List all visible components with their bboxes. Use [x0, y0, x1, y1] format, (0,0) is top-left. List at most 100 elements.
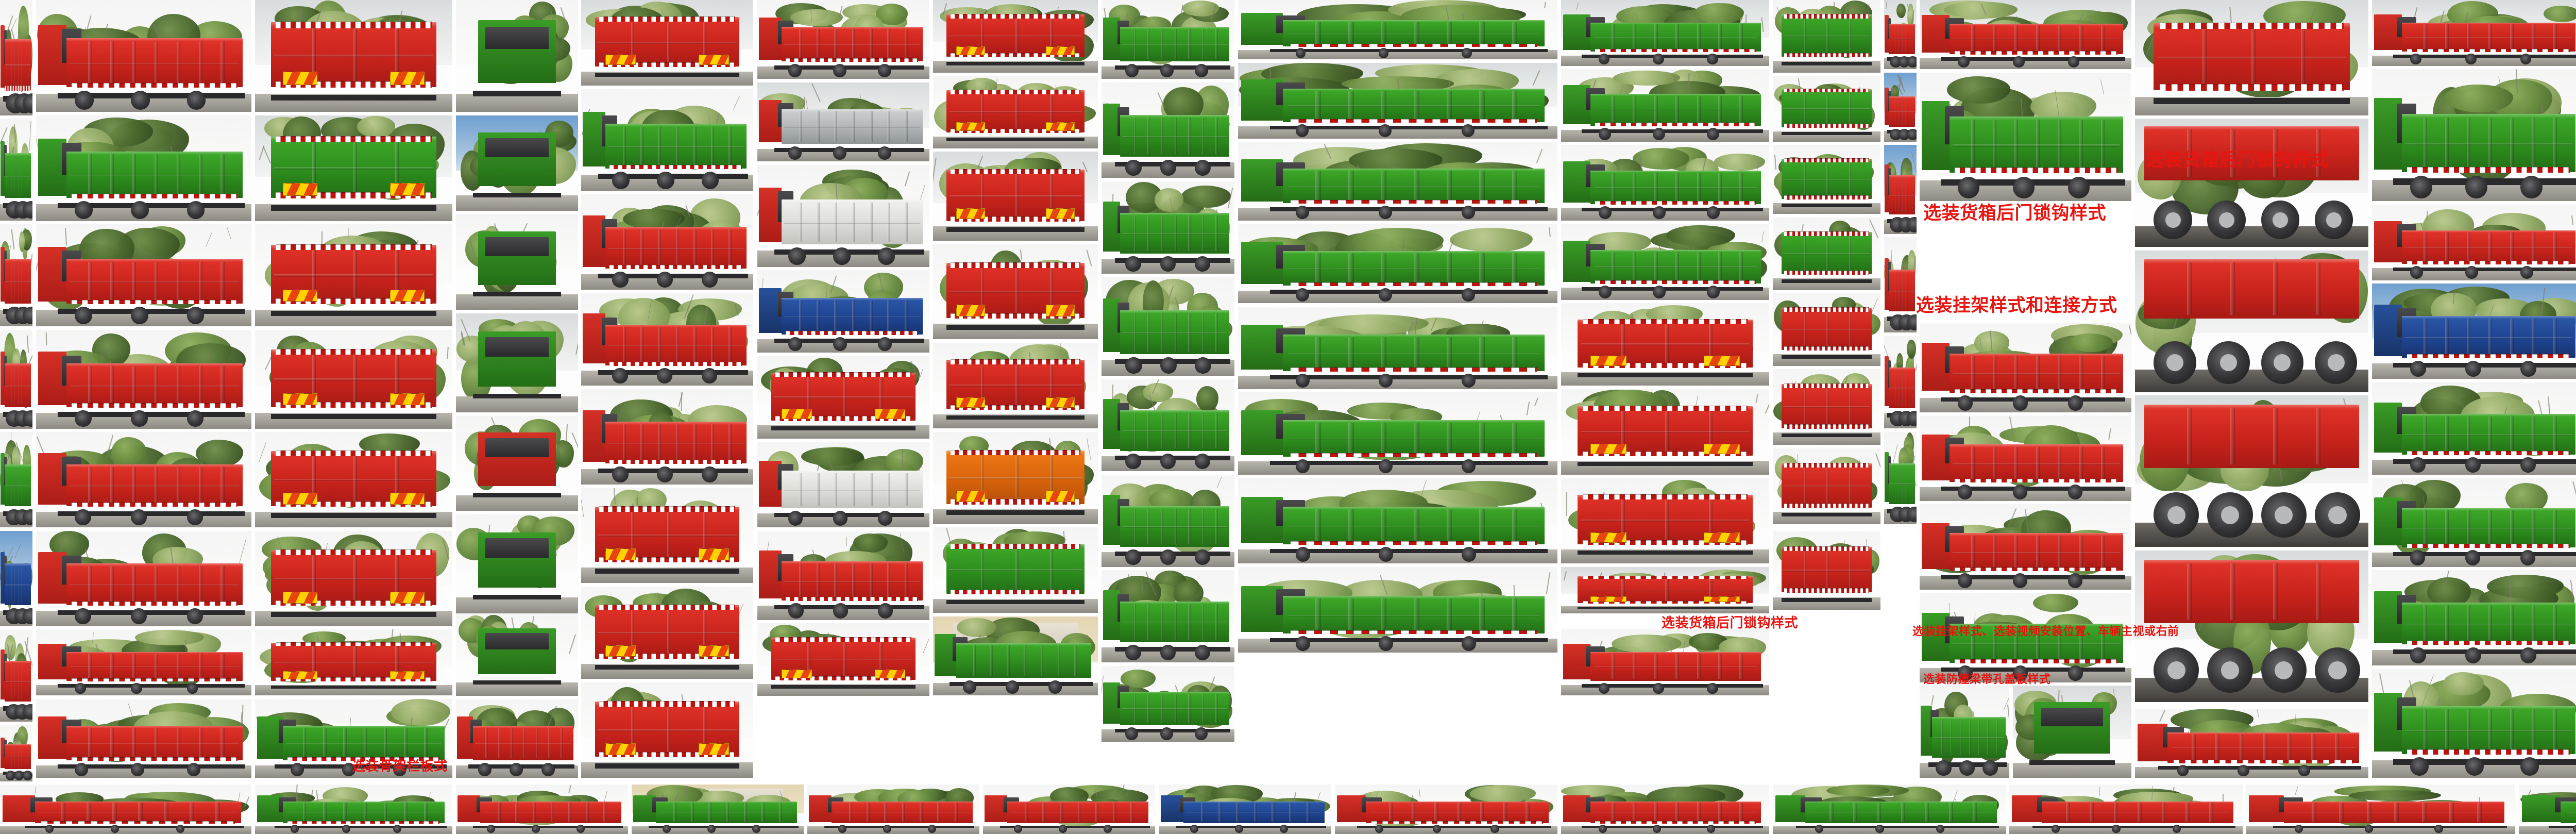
cargo-box-side	[66, 652, 243, 681]
photo-cell	[757, 270, 929, 353]
wheel	[1125, 454, 1141, 470]
wheel	[1295, 459, 1310, 473]
photo-cell	[1101, 475, 1234, 567]
wheel-hub	[2221, 661, 2240, 679]
truck-photo	[0, 119, 32, 221]
panel-rib-horizontal	[5, 485, 31, 487]
panel-rib-horizontal	[948, 111, 1082, 113]
wheel	[75, 762, 89, 776]
box-top-edge	[831, 801, 973, 803]
panel-ribs	[480, 801, 621, 823]
panel-rib-vertical	[1902, 25, 1903, 52]
panel-rib-vertical	[2101, 25, 2105, 52]
panel-rib-vertical	[221, 154, 225, 195]
cargo-box-side	[2167, 732, 2359, 763]
panel-rib-vertical	[658, 126, 662, 166]
panel-rib-vertical	[88, 154, 92, 195]
cargo-box-side	[1888, 175, 1916, 214]
photo-cell	[255, 432, 452, 527]
wheel	[612, 368, 628, 384]
cargo-box-side	[1282, 169, 1545, 204]
chassis-rail	[595, 569, 740, 574]
panel-rib-vertical	[1479, 90, 1485, 120]
panel-rib-horizontal	[5, 757, 31, 758]
wheel	[1194, 159, 1211, 176]
cargo-box-side	[66, 363, 243, 408]
box-top-edge	[1282, 596, 1545, 599]
wheel	[1378, 459, 1393, 473]
cargo-box-side	[1120, 506, 1229, 547]
chassis-rail	[1578, 606, 1753, 609]
panel-rib-vertical	[869, 29, 873, 60]
panel-rib-horizontal	[2405, 730, 2572, 732]
wheel	[1598, 53, 1610, 65]
box-top-edge	[781, 199, 923, 203]
box-top-edge	[4, 563, 31, 566]
reflective-tape	[785, 331, 919, 335]
photo-cell	[2009, 785, 2243, 834]
cargo-box-side	[1888, 367, 1916, 408]
reflective-tape	[1954, 51, 2118, 55]
panel-ribs	[2401, 602, 2575, 644]
panel-rib-vertical	[1050, 17, 1053, 55]
panel-rib-horizontal	[1010, 812, 1146, 813]
wheel	[23, 93, 32, 113]
panel-ribs	[1120, 601, 1229, 642]
box-top-edge	[1590, 801, 1761, 803]
panel-ribs	[1282, 420, 1545, 456]
truck-photo	[757, 623, 929, 696]
cargo-box-side	[2284, 801, 2505, 823]
cargo-box-side	[282, 726, 445, 761]
panel-rib-vertical	[799, 111, 802, 142]
panel-rib-vertical	[980, 93, 984, 130]
chassis-rail	[473, 594, 561, 600]
box-top-edge	[2144, 259, 2359, 263]
photo-cell	[0, 785, 251, 834]
panel-rib-horizontal	[70, 666, 240, 668]
panel-rib-horizontal	[2405, 623, 2572, 625]
cargo-box-side	[2401, 315, 2575, 359]
photo-cell	[1101, 379, 1234, 471]
panel-rib-horizontal	[274, 661, 433, 663]
panel-ribs	[2144, 559, 2359, 623]
truck-photo	[456, 415, 578, 511]
cargo-box-side	[1183, 801, 1325, 823]
truck-cab	[38, 139, 66, 196]
truck-photo	[1561, 303, 1769, 386]
cargo-box-side	[605, 124, 747, 170]
reflective-tape-top	[1784, 307, 1869, 312]
box-top-edge	[1590, 170, 1761, 173]
panel-rib-vertical	[622, 126, 626, 166]
wheel	[75, 90, 94, 110]
truck-photo	[1101, 82, 1234, 178]
chassis-rail	[275, 825, 447, 828]
truck-photo	[2135, 709, 2368, 778]
panel-rib-horizontal	[1783, 406, 1870, 408]
panel-rib-vertical	[1215, 29, 1218, 60]
reflective-tape	[1595, 48, 1756, 52]
truck-photo	[456, 699, 578, 778]
panel-rib-horizontal	[2405, 143, 2572, 145]
truck-photo	[933, 244, 1098, 339]
reflective-tape	[1291, 630, 1537, 635]
panel-rib-horizontal	[5, 281, 31, 283]
truck-photo	[0, 224, 32, 326]
wheel	[1160, 645, 1176, 661]
photo-cell	[1561, 145, 1769, 221]
panel-rib-horizontal	[1594, 266, 1758, 268]
panel-ribs	[655, 801, 797, 823]
box-top-edge	[1888, 23, 1916, 26]
ground-plane	[1238, 49, 1557, 59]
wheel	[1378, 48, 1389, 58]
truck-photo	[2135, 251, 2368, 392]
truck-photo	[255, 330, 452, 429]
panel-rib-horizontal	[1953, 552, 2120, 554]
chassis-rail	[1000, 825, 1150, 828]
box-top-edge	[1888, 367, 1916, 371]
photo-cell	[1238, 307, 1557, 389]
wheel	[788, 511, 803, 526]
photo-cell	[933, 616, 1098, 695]
reflective-tape-top	[1784, 546, 1869, 551]
foliage	[853, 533, 888, 553]
cargo-box-side	[1120, 691, 1229, 725]
